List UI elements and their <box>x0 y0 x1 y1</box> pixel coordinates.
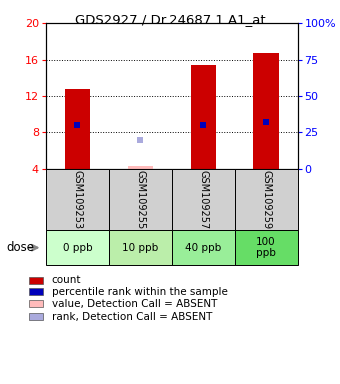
Bar <box>109 230 172 265</box>
Text: GSM109259: GSM109259 <box>261 170 271 229</box>
Text: GSM109255: GSM109255 <box>135 170 145 229</box>
Bar <box>235 169 298 230</box>
Bar <box>109 169 172 230</box>
Text: value, Detection Call = ABSENT: value, Detection Call = ABSENT <box>52 299 217 309</box>
Text: 40 ppb: 40 ppb <box>185 243 221 253</box>
Bar <box>128 166 153 169</box>
Bar <box>29 276 43 284</box>
Text: GDS2927 / Dr.24687.1.A1_at: GDS2927 / Dr.24687.1.A1_at <box>75 13 265 26</box>
Bar <box>29 288 43 295</box>
Bar <box>172 169 235 230</box>
Bar <box>46 169 109 230</box>
Bar <box>190 65 216 169</box>
Text: percentile rank within the sample: percentile rank within the sample <box>52 286 227 296</box>
Bar <box>253 53 278 169</box>
Bar <box>235 230 298 265</box>
Bar <box>172 230 235 265</box>
Text: 100
ppb: 100 ppb <box>256 237 276 258</box>
Bar <box>29 313 43 320</box>
Bar <box>46 230 109 265</box>
Text: count: count <box>52 275 81 285</box>
Text: GSM109257: GSM109257 <box>198 170 208 229</box>
Text: GSM109253: GSM109253 <box>72 170 82 229</box>
Text: dose: dose <box>7 241 35 254</box>
Bar <box>65 89 90 169</box>
Text: 10 ppb: 10 ppb <box>122 243 158 253</box>
Bar <box>29 300 43 307</box>
Text: 0 ppb: 0 ppb <box>63 243 92 253</box>
Text: rank, Detection Call = ABSENT: rank, Detection Call = ABSENT <box>52 311 212 321</box>
